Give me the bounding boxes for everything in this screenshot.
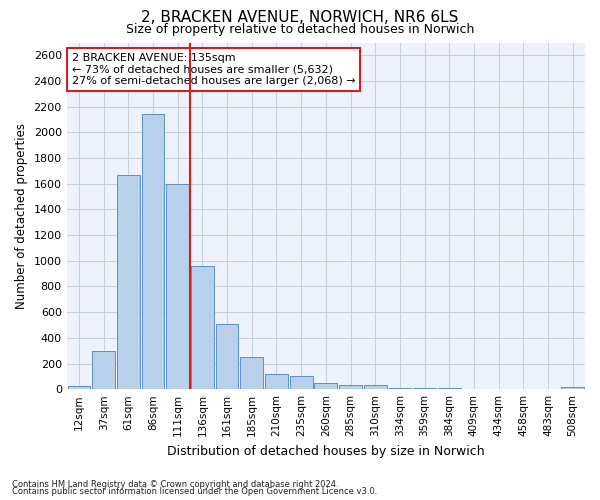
X-axis label: Distribution of detached houses by size in Norwich: Distribution of detached houses by size … [167, 444, 485, 458]
Bar [191, 266, 214, 389]
Bar [314, 383, 337, 389]
Bar [463, 388, 485, 389]
Text: Contains HM Land Registry data © Crown copyright and database right 2024.: Contains HM Land Registry data © Crown c… [12, 480, 338, 489]
Bar [92, 350, 115, 389]
Y-axis label: Number of detached properties: Number of detached properties [15, 123, 28, 309]
Bar [364, 386, 386, 389]
Text: 2, BRACKEN AVENUE, NORWICH, NR6 6LS: 2, BRACKEN AVENUE, NORWICH, NR6 6LS [142, 10, 458, 25]
Bar [438, 388, 461, 389]
Bar [142, 114, 164, 389]
Bar [117, 175, 140, 389]
Bar [389, 388, 411, 389]
Bar [166, 184, 189, 389]
Text: Contains public sector information licensed under the Open Government Licence v3: Contains public sector information licen… [12, 488, 377, 496]
Bar [339, 386, 362, 389]
Bar [487, 388, 510, 389]
Bar [536, 388, 559, 389]
Text: Size of property relative to detached houses in Norwich: Size of property relative to detached ho… [126, 22, 474, 36]
Bar [216, 324, 238, 389]
Bar [413, 388, 436, 389]
Bar [290, 376, 313, 389]
Bar [562, 386, 584, 389]
Bar [241, 357, 263, 389]
Text: 2 BRACKEN AVENUE: 135sqm
← 73% of detached houses are smaller (5,632)
27% of sem: 2 BRACKEN AVENUE: 135sqm ← 73% of detach… [72, 53, 355, 86]
Bar [68, 386, 91, 389]
Bar [265, 374, 288, 389]
Bar [512, 388, 535, 389]
